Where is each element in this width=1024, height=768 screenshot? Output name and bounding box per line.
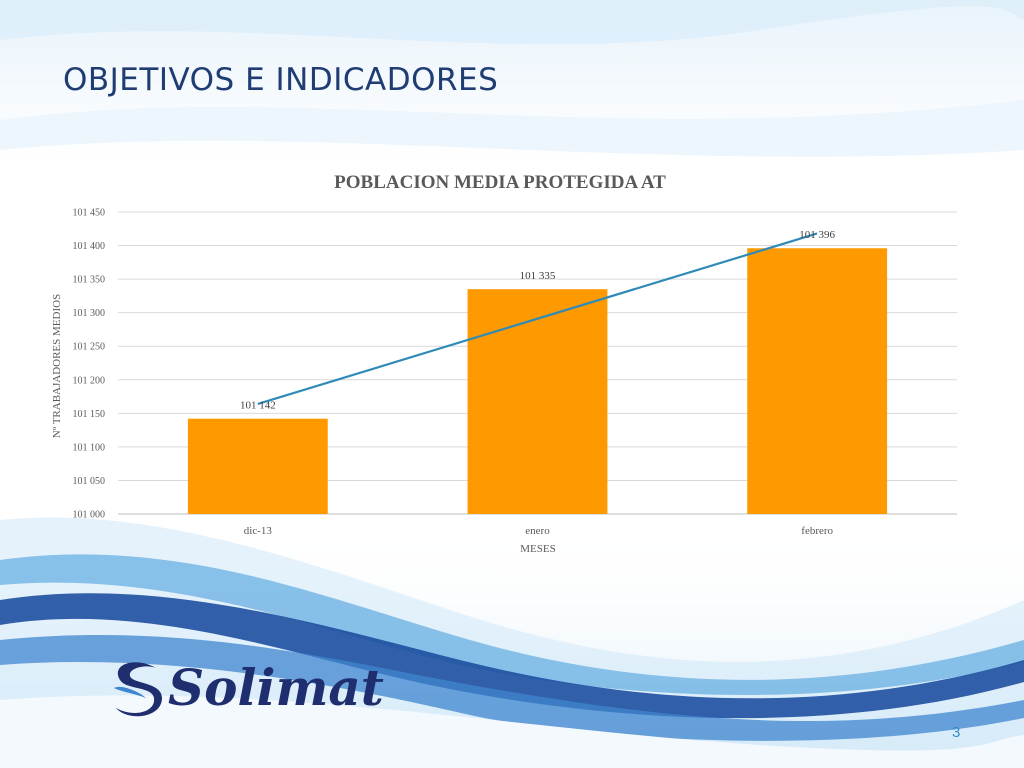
y-axis-title: Nº TRABAJADORES MEDIOS [51, 294, 63, 438]
x-axis-tick-labels: dic-13 enero febrero [244, 525, 834, 537]
y-tick-label: 101 150 [73, 409, 106, 420]
x-tick-label: febrero [801, 525, 833, 537]
bottom-wave-accent [0, 635, 1024, 741]
data-labels: 101 142 101 335 101 396 [240, 229, 836, 411]
y-tick-label: 101 050 [73, 476, 106, 487]
solimat-logo: Solimat [106, 656, 386, 728]
bottom-wave-white [0, 695, 1024, 768]
bottom-wave-mid [0, 554, 1024, 696]
y-tick-label: 101 400 [73, 241, 106, 252]
x-tick-label: dic-13 [244, 525, 273, 537]
y-tick-label: 101 250 [73, 342, 106, 353]
top-wave-2 [0, 100, 1024, 157]
bar-dic-13 [187, 418, 328, 514]
top-wave-1 [0, 0, 1024, 45]
y-tick-label: 101 300 [73, 308, 106, 319]
x-axis-title: MESES [520, 543, 555, 555]
x-tick-label: enero [525, 525, 550, 537]
data-label: 101 396 [799, 229, 835, 241]
data-label: 101 142 [240, 400, 276, 412]
y-tick-label: 101 100 [73, 442, 106, 453]
page-number: 3 [952, 724, 961, 741]
chart-bars [187, 248, 888, 515]
y-tick-label: 101 000 [73, 510, 106, 521]
logo-mark-icon [114, 662, 162, 717]
slide-title: OBJETIVOS E INDICADORES [63, 62, 499, 98]
bottom-wave-dark [0, 593, 1024, 719]
bar-febrero [747, 248, 888, 515]
data-label: 101 335 [520, 270, 556, 282]
y-axis-tick-labels: 101 000 101 050 101 100 101 150 101 200 101 2… [73, 208, 106, 521]
trend-line [257, 232, 818, 405]
y-tick-label: 101 200 [73, 375, 106, 386]
chart-title: POBLACION MEDIA PROTEGIDA AT [334, 172, 666, 193]
y-tick-label: 101 350 [73, 275, 106, 286]
population-chart: POBLACION MEDIA PROTEGIDA AT 101 000101 … [51, 172, 957, 555]
y-tick-label: 101 450 [73, 208, 106, 219]
logo-wordmark: Solimat [168, 658, 384, 717]
bar-enero [467, 289, 608, 514]
